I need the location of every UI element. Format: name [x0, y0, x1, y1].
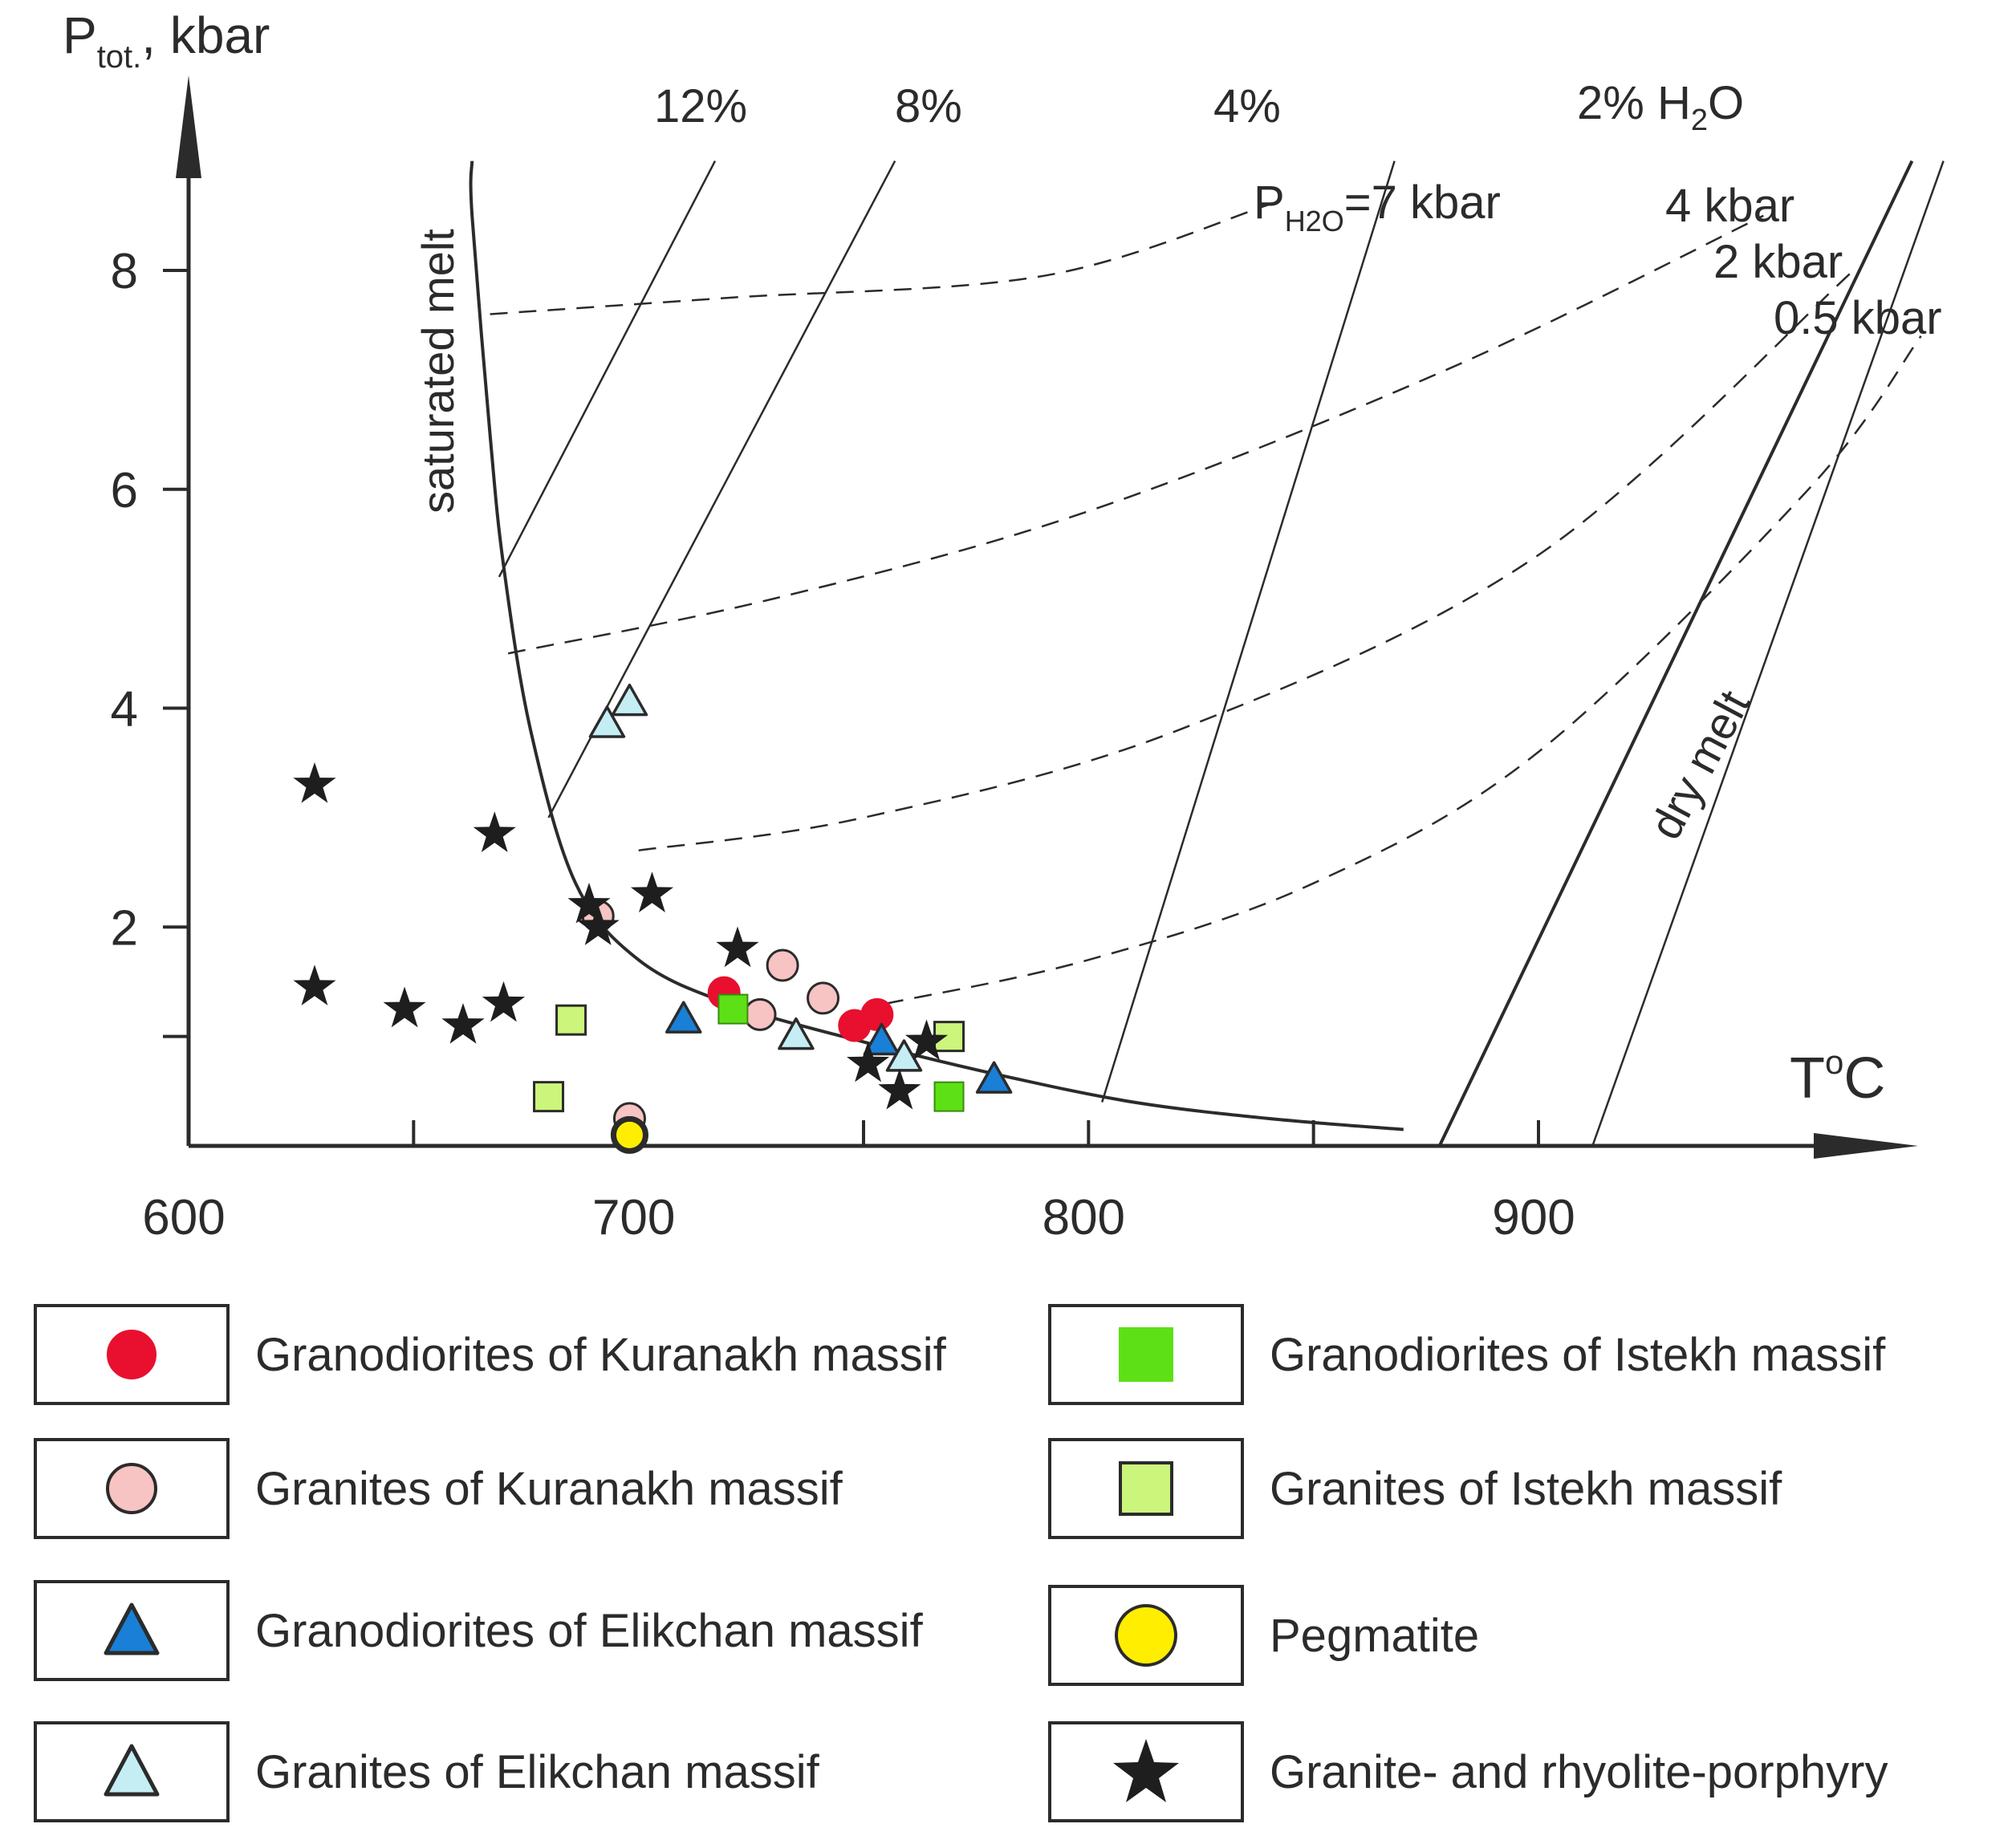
star-point — [878, 1068, 921, 1110]
circle-point — [860, 997, 894, 1031]
triangle-point — [588, 705, 626, 738]
x-axis-title: ToC — [1790, 1043, 1885, 1111]
y-tick-label: 8 — [111, 244, 138, 299]
y-axis-arrow-icon — [176, 75, 201, 178]
x-tick-label: 700 — [592, 1190, 675, 1245]
x-tick-label: 900 — [1492, 1190, 1575, 1245]
h2o-4pct-isopleth — [1101, 160, 1396, 1103]
label-2pct-h2o: 2% H2O — [1577, 77, 1744, 137]
square-point — [717, 993, 749, 1025]
triangle-point — [665, 1001, 702, 1034]
star-point — [904, 1019, 949, 1061]
ph2o-2kbar-curve — [638, 270, 1855, 852]
square-point — [555, 1004, 587, 1036]
y-tick-label: 4 — [111, 682, 138, 737]
x-axis-arrow-icon — [1814, 1133, 1918, 1159]
data-points — [293, 683, 1013, 1154]
triangle-point — [778, 1017, 815, 1050]
label-4kbar: 4 kbar — [1665, 180, 1794, 232]
pegmatite-point — [610, 1115, 648, 1154]
x-tick-label: 800 — [1043, 1190, 1125, 1245]
y-axis-title: Ptot., kbar — [63, 6, 270, 75]
label-8pct: 8% — [895, 80, 962, 132]
h2o-12pct-isopleth — [498, 160, 717, 578]
star-point — [847, 1041, 890, 1083]
label-saturated-melt: saturated melt — [413, 229, 463, 514]
circle-point — [766, 948, 799, 982]
triangle-point — [611, 683, 648, 717]
square-point — [533, 1081, 565, 1113]
dry-melt-line — [1437, 160, 1914, 1147]
label-12pct: 12% — [654, 80, 747, 132]
star-point — [293, 965, 336, 1005]
ph2o-7kbar-curve — [490, 204, 1269, 315]
star-point — [630, 871, 674, 912]
star-point — [576, 904, 620, 945]
star-point — [716, 926, 759, 968]
star-point — [482, 981, 526, 1022]
ph2o-4kbar-curve — [507, 214, 1764, 655]
square-point — [933, 1081, 965, 1112]
label-2kbar: 2 kbar — [1713, 236, 1843, 288]
label-4pct: 4% — [1213, 80, 1281, 132]
circle-point — [807, 981, 840, 1015]
h2o-2pct-isopleth — [1591, 160, 1945, 1147]
star-point — [473, 811, 516, 852]
y-tick-label: 6 — [111, 463, 138, 518]
label-05kbar: 0.5 kbar — [1774, 292, 1942, 344]
curves — [469, 160, 1945, 1147]
triangle-point — [885, 1039, 923, 1072]
circle-point — [743, 997, 777, 1031]
star-point — [383, 986, 426, 1028]
labels: Ptot., kbar ToC 12% 8% 4% 2% H2O PH2O=7 … — [63, 6, 1942, 1111]
label-ph2o-7kbar: PH2O=7 kbar — [1254, 177, 1501, 238]
saturated-melt-curve — [469, 160, 1404, 1131]
star-point — [441, 1003, 485, 1044]
y-tick-label: 2 — [111, 900, 138, 956]
x-tick-label: 600 — [142, 1190, 225, 1245]
star-point — [567, 883, 611, 924]
label-dry-melt: dry melt — [1640, 682, 1759, 847]
triangle-point — [975, 1061, 1013, 1094]
star-point — [293, 762, 336, 803]
axes: 600 700 800 900 2 4 6 8 — [111, 75, 1918, 1245]
triangle-point — [863, 1022, 900, 1056]
ph2o-05kbar-curve — [885, 335, 1922, 1005]
